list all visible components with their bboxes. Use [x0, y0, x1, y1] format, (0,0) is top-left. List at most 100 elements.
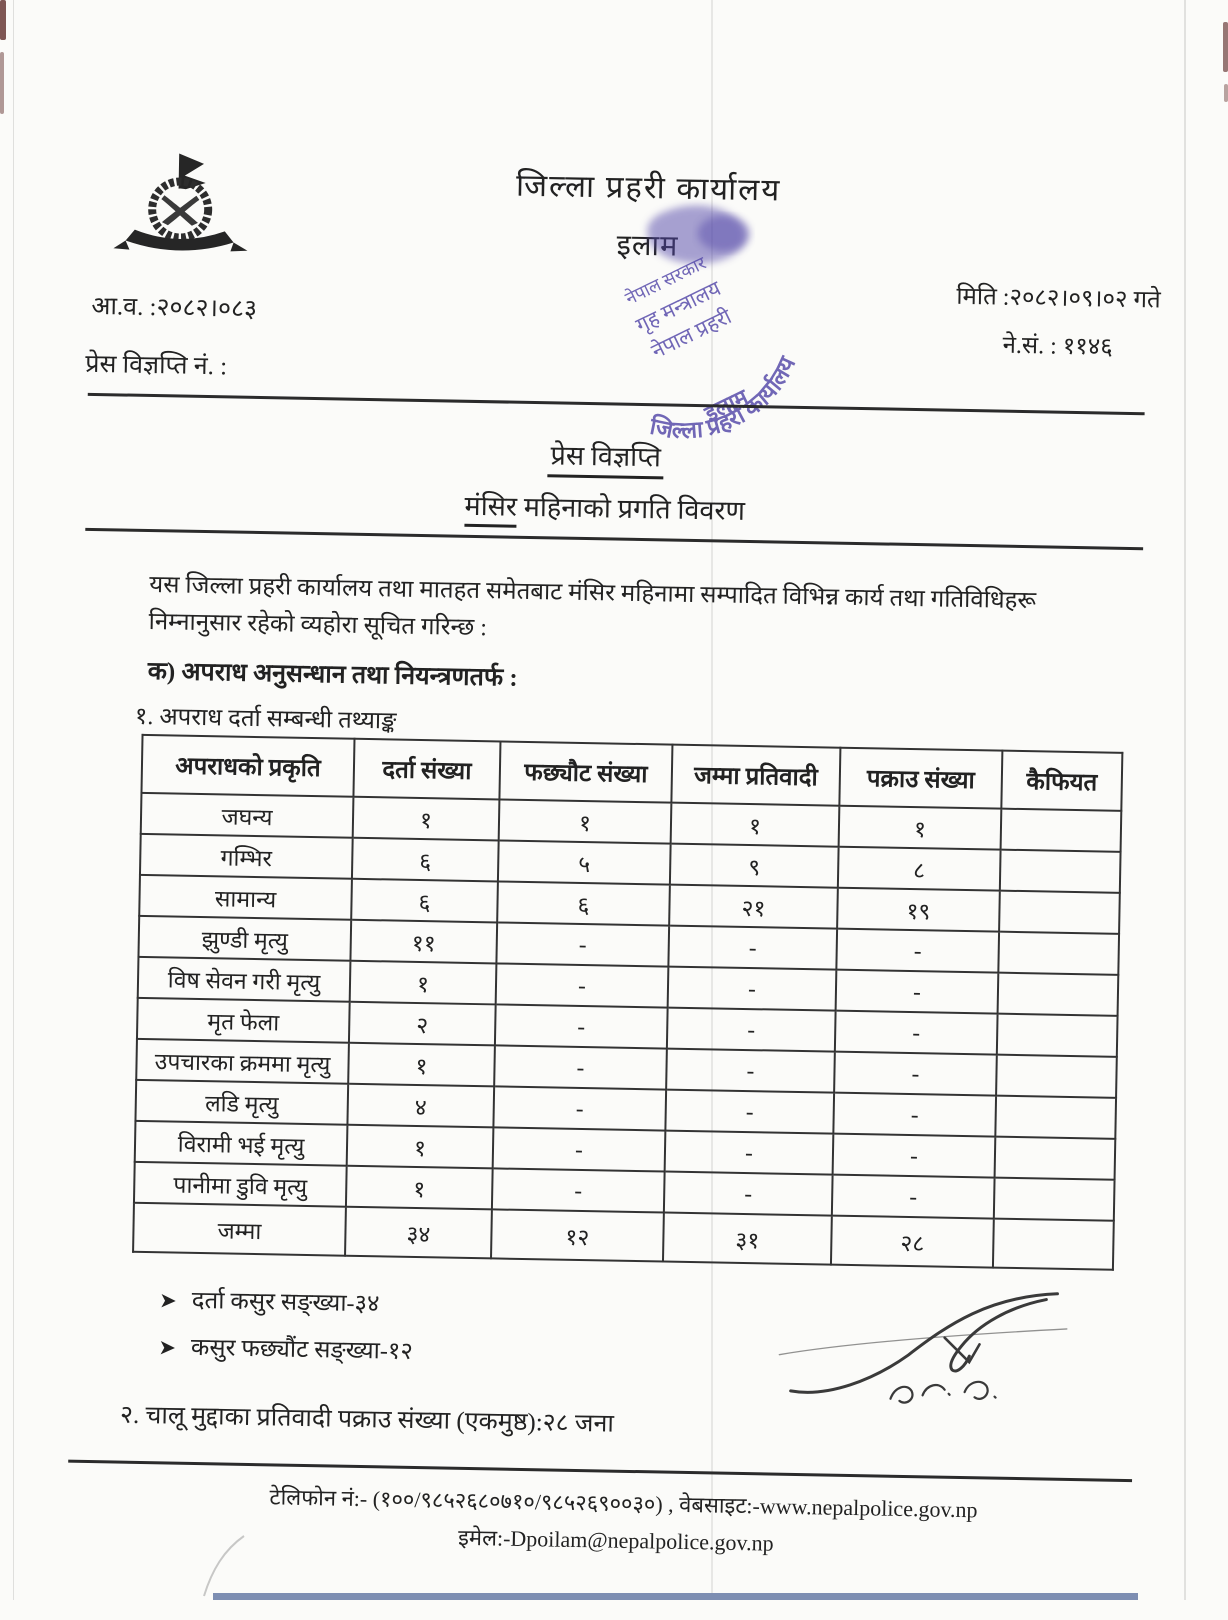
scan-edge-mark: [0, 0, 6, 40]
table-cell: [996, 1013, 1118, 1057]
table-cell: [997, 972, 1119, 1016]
table-cell: [993, 1177, 1115, 1221]
table-cell: -: [831, 1174, 995, 1219]
table-cell: २१: [669, 884, 838, 929]
table-cell: -: [666, 1048, 835, 1093]
arrow-bullet-icon: ➤: [158, 1335, 177, 1360]
scan-bottom-strip: [213, 1593, 1138, 1600]
arrow-bullet-icon: ➤: [158, 1288, 178, 1313]
column-header: फछ्यौट संख्या: [499, 741, 673, 803]
scan-fold-line-left: [13, 0, 14, 1600]
table-cell: १: [348, 1042, 495, 1087]
table-cell: -: [494, 1045, 667, 1090]
crime-statistics-table: अपराधको प्रकृति दर्ता संख्या फछ्यौट संख्या…: [132, 734, 1123, 1271]
column-header: दर्ता संख्या: [353, 738, 501, 800]
table-cell: [998, 931, 1120, 975]
table-cell: -: [496, 922, 670, 967]
page-title-text: प्रेस विज्ञप्ति: [547, 440, 665, 480]
table-cell: मृत फेला: [136, 997, 350, 1043]
table-cell: लडि मृत्यु: [135, 1079, 349, 1125]
table-cell: ३४: [345, 1206, 492, 1259]
table-cell: विरामी भई मृत्यु: [134, 1120, 348, 1166]
table-cell: पानीमा डुवि मृत्यु: [133, 1161, 347, 1207]
table-cell: -: [492, 1127, 666, 1172]
table-cell: सामान्य: [139, 874, 352, 920]
table-cell: १: [670, 802, 840, 847]
table-cell: झुण्डी मृत्यु: [138, 915, 352, 961]
table-cell: ११: [350, 919, 498, 964]
list-item-2: २. चालू मुद्दाका प्रतिवादी पक्राउ संख्या…: [119, 1401, 615, 1438]
page-subtitle-text: महिनाको प्रगति विवरण: [516, 491, 746, 526]
table-cell: -: [834, 1010, 998, 1055]
table-cell: उपचारका क्रममा मृत्यु: [136, 1038, 349, 1084]
table-cell: जम्मा: [133, 1202, 346, 1256]
table-cell: [995, 1095, 1117, 1139]
handwritten-signature: [778, 1292, 1068, 1404]
column-header: जम्मा प्रतिवादी: [671, 744, 841, 806]
crime-table-body: जघन्य १ १ १ १ गम्भिर ६ ५ ९ ८ सामान्य ६ ६ २१ १९ झुण्डी म…: [133, 792, 1122, 1270]
table-cell: [992, 1218, 1114, 1270]
table-cell: १: [346, 1124, 494, 1169]
table-cell: १९: [837, 887, 1000, 932]
press-release-no-label: प्रेस विज्ञप्ति नं. :: [85, 350, 228, 381]
table-cell: २: [348, 1001, 496, 1046]
date-label: मिति :२०८२।०९।०२ गते: [956, 283, 1161, 314]
table-cell: -: [667, 966, 837, 1011]
table-cell: -: [833, 1092, 997, 1137]
bullet-text: कसुर फछ्यौंट सङ्ख्या-१२: [190, 1334, 414, 1365]
table-cell: ६: [351, 837, 499, 882]
bullet-text: दर्ता कसुर सङ्ख्या-३४: [191, 1287, 380, 1318]
table-cell: १२: [491, 1209, 664, 1262]
table-cell: गम्भिर: [139, 833, 353, 879]
page-subtitle: मंसिर महिनाको प्रगति विवरण: [0, 477, 1219, 536]
table-cell: १: [498, 799, 672, 844]
table-cell: -: [491, 1168, 665, 1213]
date-block: मिति :२०८२।०९।०२ गते ने.सं. : ११४६: [955, 273, 1161, 373]
table-cell: ८: [837, 846, 1001, 891]
table-cell: -: [832, 1133, 996, 1178]
table-cell: जघन्य: [140, 792, 354, 838]
horizontal-rule: [68, 1459, 1133, 1483]
table-cell: -: [835, 969, 999, 1014]
table-cell: ६: [351, 878, 498, 923]
nepal-police-emblem-icon: [113, 153, 248, 252]
table-cell: ६: [497, 881, 670, 926]
table-cell: -: [493, 1086, 667, 1131]
intro-paragraph: यस जिल्ला प्रहरी कार्यालय तथा मातहत समेत…: [148, 572, 1037, 642]
table-cell: -: [494, 1004, 668, 1049]
scan-edge-mark: [1223, 22, 1228, 72]
table-cell: [996, 1054, 1117, 1098]
column-header: पक्राउ संख्या: [839, 747, 1003, 809]
table-cell: -: [834, 1051, 997, 1096]
table-cell: १: [352, 796, 500, 841]
scan-edge-mark: [0, 52, 4, 114]
table-cell: २८: [830, 1215, 994, 1268]
table-cell: ४: [347, 1083, 495, 1128]
table-cell: १: [349, 960, 497, 1005]
table-cell: १: [345, 1165, 493, 1210]
page-subtitle-underlined-word: मंसिर: [464, 490, 518, 528]
table-cell: -: [665, 1089, 835, 1134]
table-cell: -: [663, 1171, 833, 1216]
scan-fold-line-center: [711, 0, 713, 1600]
office-seal-stamp: नेपाल सरकार गृह मन्त्रालय नेपाल प्रहरी ज…: [622, 205, 816, 466]
list-item-1-heading: १. अपराध दर्ता सम्बन्धी तथ्याङ्क: [134, 703, 397, 735]
table-cell: [1000, 808, 1122, 852]
table-cell: -: [495, 963, 669, 1008]
table-cell: [999, 890, 1120, 934]
table-cell: -: [836, 928, 1000, 973]
scan-fold-line-right: [1184, 0, 1186, 1600]
table-cell: विष सेवन गरी मृत्यु: [137, 956, 351, 1002]
table-cell: -: [668, 925, 838, 970]
table-cell: ९: [669, 843, 839, 888]
table-cell: [999, 849, 1121, 893]
bullet-item: ➤ कसुर फछ्यौंट सङ्ख्या-१२: [158, 1329, 413, 1367]
bullet-item: ➤ दर्ता कसुर सङ्ख्या-३४: [159, 1282, 380, 1319]
section-a-heading: क) अपराध अनुसन्धान तथा नियन्त्रणतर्फ :: [147, 657, 518, 692]
scan-pen-mark: [203, 1535, 245, 1597]
table-cell: ५: [497, 840, 671, 885]
scan-edge-mark: [1224, 84, 1228, 102]
table-cell: -: [666, 1007, 836, 1052]
